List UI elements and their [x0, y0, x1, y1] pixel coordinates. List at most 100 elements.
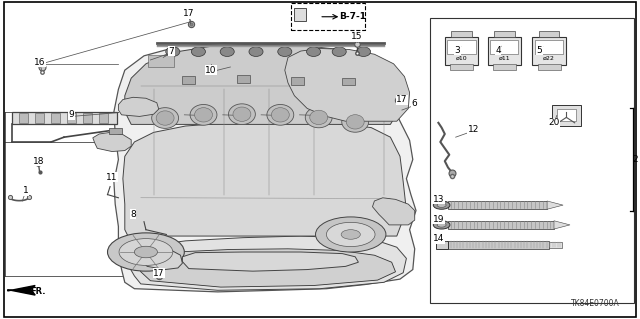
Text: 9: 9 [69, 110, 74, 119]
Polygon shape [114, 43, 416, 292]
Ellipse shape [305, 107, 332, 128]
Text: 8: 8 [131, 210, 136, 219]
Text: 12: 12 [468, 125, 479, 134]
Ellipse shape [233, 107, 251, 122]
Ellipse shape [356, 47, 371, 56]
Bar [548, 242, 562, 248]
Text: ø10: ø10 [456, 56, 467, 61]
Bar [99, 113, 108, 123]
Bar [448, 221, 554, 229]
Ellipse shape [332, 47, 346, 56]
Ellipse shape [166, 47, 180, 56]
Bar [488, 37, 521, 65]
Bar [493, 64, 516, 70]
Bar [237, 75, 250, 83]
Bar [430, 18, 634, 303]
Text: 4: 4 [495, 46, 500, 55]
Circle shape [341, 230, 360, 239]
Text: 3: 3 [455, 46, 460, 55]
Bar [445, 37, 478, 65]
Polygon shape [182, 252, 358, 271]
Bar [539, 31, 559, 37]
Text: 19: 19 [433, 215, 444, 224]
Polygon shape [138, 249, 396, 287]
Bar [19, 113, 28, 123]
Ellipse shape [190, 105, 217, 125]
Polygon shape [118, 97, 159, 116]
Bar [447, 40, 476, 54]
Circle shape [316, 217, 386, 252]
Ellipse shape [310, 110, 328, 125]
Bar [436, 241, 448, 249]
Ellipse shape [156, 111, 174, 125]
Bar [12, 112, 117, 124]
Text: 11: 11 [106, 173, 118, 182]
Bar [532, 37, 566, 65]
Text: 2: 2 [633, 155, 638, 164]
Text: 16: 16 [34, 58, 45, 67]
Bar [538, 64, 561, 70]
Circle shape [326, 222, 375, 247]
Circle shape [108, 233, 184, 271]
Ellipse shape [152, 108, 179, 129]
Bar [291, 77, 304, 85]
Ellipse shape [267, 105, 294, 125]
Bar [148, 55, 174, 67]
Text: 17: 17 [153, 269, 164, 278]
Bar [557, 109, 576, 121]
Text: ø11: ø11 [499, 56, 510, 61]
Ellipse shape [195, 108, 212, 122]
Ellipse shape [278, 47, 292, 56]
Text: 6: 6 [412, 99, 417, 108]
Bar [490, 40, 518, 54]
Text: 7: 7 [169, 47, 174, 56]
Text: TK84E0700A: TK84E0700A [571, 299, 620, 308]
Polygon shape [125, 44, 400, 124]
Ellipse shape [342, 112, 369, 132]
Polygon shape [123, 122, 406, 236]
Circle shape [433, 201, 450, 209]
Bar [291, 3, 365, 30]
Bar [448, 201, 547, 209]
Text: 17: 17 [183, 9, 195, 18]
Polygon shape [140, 248, 182, 270]
Bar [67, 113, 76, 123]
Bar [451, 31, 472, 37]
Ellipse shape [307, 47, 321, 56]
Text: ø22: ø22 [543, 56, 555, 61]
Ellipse shape [228, 104, 255, 125]
Polygon shape [372, 198, 415, 225]
Bar [450, 64, 473, 70]
Circle shape [134, 246, 157, 258]
Polygon shape [8, 286, 35, 295]
Text: 20: 20 [548, 118, 559, 127]
Bar [182, 76, 195, 84]
Bar [109, 128, 122, 134]
Polygon shape [128, 236, 406, 290]
Bar [35, 113, 44, 123]
Ellipse shape [271, 108, 289, 122]
Text: 14: 14 [433, 234, 444, 243]
Polygon shape [285, 48, 410, 121]
Ellipse shape [220, 47, 234, 56]
Bar [51, 113, 60, 123]
Bar [535, 40, 563, 54]
Bar [494, 31, 515, 37]
Text: 18: 18 [33, 157, 44, 166]
Text: 5: 5 [537, 46, 542, 55]
Ellipse shape [346, 115, 364, 129]
Polygon shape [93, 132, 131, 152]
Text: 15: 15 [351, 32, 363, 41]
Text: 10: 10 [205, 66, 217, 75]
Text: 17: 17 [396, 95, 408, 104]
Text: B-7-1: B-7-1 [340, 12, 367, 21]
Circle shape [433, 221, 450, 229]
Bar [83, 113, 92, 123]
Bar [294, 8, 306, 21]
Circle shape [437, 203, 446, 207]
Circle shape [437, 223, 446, 227]
Bar [448, 241, 548, 249]
Text: FR.: FR. [31, 287, 46, 296]
Text: 1: 1 [23, 186, 28, 195]
Polygon shape [554, 221, 570, 229]
